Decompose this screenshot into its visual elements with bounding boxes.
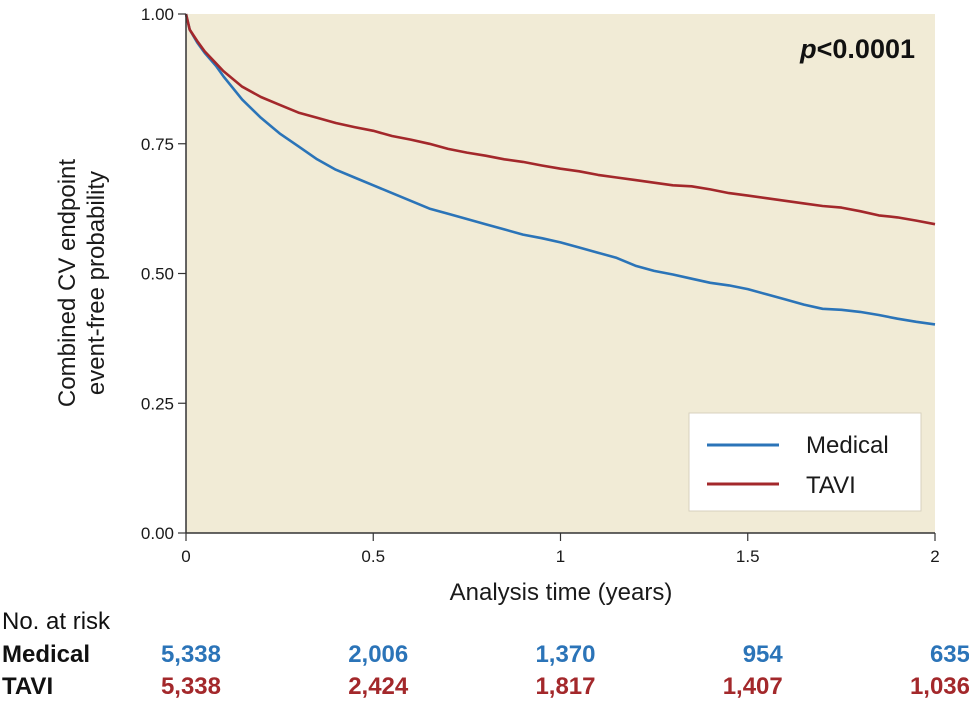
series-line-medical	[184, 13, 936, 326]
series-line-tavi	[184, 13, 936, 226]
risk-value-medical: 5,338	[161, 641, 221, 668]
legend: Medical TAVI	[688, 412, 922, 512]
legend-label-tavi: TAVI	[806, 472, 856, 499]
p-value-italic: p	[799, 34, 817, 64]
x-tick-label: 1.5	[736, 547, 760, 566]
risk-value-medical: 635	[930, 641, 969, 668]
risk-value-tavi: 5,338	[161, 673, 221, 700]
p-value-annotation: p<0.0001	[799, 34, 915, 64]
risk-table: No. at risk Medical TAVI 5,338 2,006 1,370…	[2, 608, 969, 700]
risk-value-tavi: 2,424	[348, 673, 409, 700]
x-axis-title: Analysis time (years)	[450, 579, 673, 606]
y-tick-label: 0.50	[141, 265, 174, 284]
x-tick-label: 0.5	[361, 547, 385, 566]
risk-table-title: No. at risk	[2, 608, 111, 635]
p-value-text: <0.0001	[817, 34, 915, 64]
x-tick-label: 2	[930, 547, 939, 566]
y-tick-label: 1.00	[141, 5, 174, 24]
risk-value-medical: 954	[743, 641, 784, 668]
y-tick-label: 0.25	[141, 394, 174, 413]
risk-value-medical: 1,370	[535, 641, 595, 668]
risk-value-tavi: 1,407	[723, 673, 783, 700]
risk-value-tavi: 1,817	[535, 673, 595, 700]
risk-value-tavi: 1,036	[910, 673, 969, 700]
legend-label-medical: Medical	[806, 432, 889, 459]
risk-row-label-medical: Medical	[2, 641, 90, 668]
x-tick-label: 1	[556, 547, 565, 566]
y-axis-title-line-1: Combined CV endpoint	[54, 159, 81, 407]
y-tick-label: 0.00	[141, 524, 174, 543]
x-tick-label: 0	[181, 547, 190, 566]
risk-value-medical: 2,006	[348, 641, 408, 668]
y-axis-title-line-2: event-free probability	[83, 171, 110, 395]
legend-box	[688, 412, 922, 512]
y-tick-label: 0.75	[141, 135, 174, 154]
risk-row-label-tavi: TAVI	[2, 673, 53, 700]
